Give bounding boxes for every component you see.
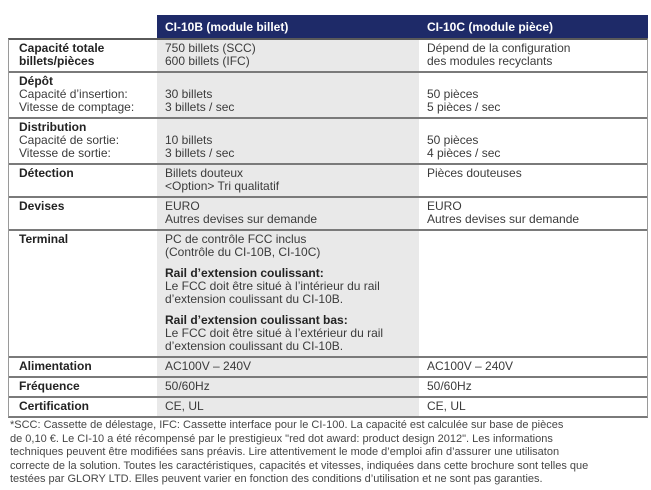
ci10b-cell: AC100V – 240V xyxy=(157,358,419,376)
table-row: Terminal PC de contrôle FCC inclus (Contrô… xyxy=(9,229,647,356)
cell-line: EURO xyxy=(165,199,200,213)
header-spacer xyxy=(8,15,157,38)
spec-table-body: Capacité totale billets/pièces 750 billets… xyxy=(8,38,648,418)
column-header-ci10c: CI-10C (module pièce) xyxy=(427,19,554,34)
row-label-cell: Fréquence xyxy=(9,378,157,396)
table-row: Capacité totale billets/pièces 750 billets… xyxy=(9,40,647,71)
ci10b-cell: 750 billets (SCC) 600 billets (IFC) xyxy=(157,40,419,71)
cell-line: AC100V – 240V xyxy=(427,359,514,373)
cell-line: Dépend de la configuration xyxy=(427,41,571,55)
ci10c-cell: EURO Autres devises sur demande xyxy=(419,198,647,229)
row-label-cell: Terminal xyxy=(9,231,157,356)
cell-line: 4 pièces / sec xyxy=(427,146,501,160)
ci10b-cell: 30 billets 3 billets / sec xyxy=(157,73,419,117)
cell-line: Rail d’extension coulissant bas: xyxy=(165,313,348,327)
footnote-line: testées par GLORY LTD. Elles peuvent var… xyxy=(10,473,543,485)
cell-line: 50 pièces xyxy=(427,87,479,101)
row-label-cell: Distribution Capacité de sortie: Vitesse d… xyxy=(9,119,157,163)
cell-line: 10 billets xyxy=(165,133,213,147)
cell-line: CE, UL xyxy=(427,399,466,413)
cell-line: 3 billets / sec xyxy=(165,100,235,114)
cell-line: <Option> Tri qualitatif xyxy=(165,179,280,193)
cell-line: Autres devises sur demande xyxy=(427,212,580,226)
cell-line: d’extension coulissant du CI-10B. xyxy=(165,292,344,306)
cell-line: Vitesse de sortie: xyxy=(19,146,111,160)
ci10c-cell xyxy=(419,231,647,356)
footnote: *SCC: Cassette de délestage, IFC: Casset… xyxy=(10,419,588,487)
cell-line: AC100V – 240V xyxy=(165,359,252,373)
cell-line: Vitesse de comptage: xyxy=(19,100,135,114)
ci10b-cell: 50/60Hz xyxy=(157,378,419,396)
cell-line: EURO xyxy=(427,199,462,213)
cell-line: Capacité de sortie: xyxy=(19,133,120,147)
cell-line: (Contrôle du CI-10B, CI-10C) xyxy=(165,245,321,259)
row-label-cell: Certification xyxy=(9,398,157,416)
cell-line: 50 pièces xyxy=(427,133,479,147)
cell-line: 600 billets (IFC) xyxy=(165,54,250,68)
row-label-cell: Dépôt Capacité d’insertion: Vitesse de com… xyxy=(9,73,157,117)
cell-line: Billets douteux xyxy=(165,166,244,180)
cell-line: Le FCC doit être situé à l’extérieur du … xyxy=(165,326,384,340)
ci10c-cell: Dépend de la configuration des modules re… xyxy=(419,40,647,71)
cell-line: d’extension coulissant du CI-10B. xyxy=(165,339,344,353)
table-row: Devises EURO Autres devises sur demande EUR… xyxy=(9,196,647,229)
ci10b-cell: 10 billets 3 billets / sec xyxy=(157,119,419,163)
cell-line: Capacité totale xyxy=(19,41,105,55)
footnote-line: correcte de la solution. Toutes les cara… xyxy=(10,459,589,472)
row-label-cell: Capacité totale billets/pièces xyxy=(9,40,157,71)
cell-line: 5 pièces / sec xyxy=(427,100,501,114)
cell-line: Capacité d’insertion: xyxy=(19,87,128,101)
ci10c-cell: AC100V – 240V xyxy=(419,358,647,376)
footnote-line: techniques peuvent être modifiées sans p… xyxy=(10,446,560,458)
footnote-line: *SCC: Cassette de délestage, IFC: Casset… xyxy=(10,419,564,431)
cell-line: Terminal xyxy=(19,232,69,246)
table-row: Distribution Capacité de sortie: Vitesse d… xyxy=(9,117,647,163)
cell-line: Devises xyxy=(19,199,65,213)
cell-line: des modules recyclants xyxy=(427,54,553,68)
cell-line: 30 billets xyxy=(165,87,213,101)
cell-line: Certification xyxy=(19,399,90,413)
table-row: Fréquence 50/60Hz 50/60Hz xyxy=(9,376,647,396)
cell-line: 3 billets / sec xyxy=(165,146,235,160)
cell-line: Dépôt xyxy=(19,74,53,88)
footnote-line: de 0,10 €. Le CI-10 a été récompensé par… xyxy=(10,432,553,445)
row-label-cell: Détection xyxy=(9,165,157,196)
row-label-cell: Alimentation xyxy=(9,358,157,376)
cell-line: billets/pièces xyxy=(19,54,95,68)
cell-line: PC de contrôle FCC inclus xyxy=(165,232,307,246)
cell-line: 50/60Hz xyxy=(427,379,472,393)
table-row: Certification CE, UL CE, UL xyxy=(9,396,647,416)
column-header-ci10b: CI-10B (module billet) xyxy=(165,19,289,34)
cell-line: 50/60Hz xyxy=(165,379,210,393)
ci10c-cell: 50 pièces 4 pièces / sec xyxy=(419,119,647,163)
ci10c-cell: Pièces douteuses xyxy=(419,165,647,196)
ci10c-cell: CE, UL xyxy=(419,398,647,416)
ci10b-cell: EURO Autres devises sur demande xyxy=(157,198,419,229)
ci10b-cell: Billets douteux <Option> Tri qualitatif xyxy=(157,165,419,196)
cell-line: Le FCC doit être situé à l’intérieur du … xyxy=(165,279,380,293)
cell-line: 750 billets (SCC) xyxy=(165,41,256,55)
table-row: Alimentation AC100V – 240V AC100V – 240V xyxy=(9,356,647,376)
table-row: Dépôt Capacité d’insertion: Vitesse de com… xyxy=(9,71,647,117)
table-row: Détection Billets douteux <Option> Tri qua… xyxy=(9,163,647,196)
ci10b-cell: PC de contrôle FCC inclus (Contrôle du CI… xyxy=(157,231,419,356)
cell-line: Autres devises sur demande xyxy=(165,212,318,226)
cell-line: Alimentation xyxy=(19,359,92,373)
header-bar: CI-10B (module billet) CI-10C (module pi… xyxy=(157,15,648,38)
table-header-row: CI-10B (module billet) CI-10C (module pi… xyxy=(8,15,648,38)
cell-line: Fréquence xyxy=(19,379,80,393)
spec-table: CI-10B (module billet) CI-10C (module pi… xyxy=(8,15,648,418)
cell-line: Détection xyxy=(19,166,74,180)
ci10b-cell: CE, UL xyxy=(157,398,419,416)
cell-line: Rail d’extension coulissant: xyxy=(165,266,324,280)
ci10c-cell: 50 pièces 5 pièces / sec xyxy=(419,73,647,117)
ci10c-cell: 50/60Hz xyxy=(419,378,647,396)
row-label-cell: Devises xyxy=(9,198,157,229)
cell-line: Distribution xyxy=(19,120,87,134)
cell-line: CE, UL xyxy=(165,399,204,413)
cell-line: Pièces douteuses xyxy=(427,166,522,180)
